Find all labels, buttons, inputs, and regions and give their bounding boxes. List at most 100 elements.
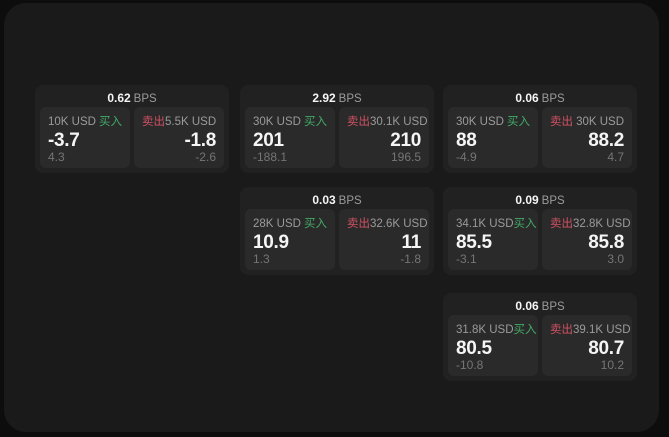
sell-price: 88.2 bbox=[588, 129, 624, 151]
sell-side-label: 卖出 bbox=[550, 116, 573, 128]
quote-cells: 34.1K USD 买入 85.5 -3.1 卖出 32.8K USD 85.8… bbox=[448, 209, 632, 270]
bps-value: 0.03 bbox=[312, 193, 336, 207]
buy-delta: 4.3 bbox=[48, 150, 65, 164]
buy-side-label: 买入 bbox=[513, 324, 537, 336]
buy-side-label: 买入 bbox=[304, 218, 327, 230]
bps-unit-label: BPS bbox=[541, 301, 565, 313]
buy-delta: -10.8 bbox=[456, 358, 484, 372]
quote-cells: 31.8K USD 买入 80.5 -10.8 卖出 39.1K USD 80.… bbox=[448, 315, 632, 376]
sell-cell-top: 卖出 30.1K USD bbox=[347, 113, 428, 129]
bps-value: 0.06 bbox=[515, 299, 539, 313]
bps-value: 0.09 bbox=[515, 193, 539, 207]
buy-price: 80.5 bbox=[456, 337, 492, 359]
sell-price: 210 bbox=[390, 129, 421, 151]
sell-size-label: 30K USD bbox=[576, 116, 624, 128]
sell-quote-cell[interactable]: 卖出 39.1K USD 80.7 10.2 bbox=[542, 315, 632, 376]
card-header: 0.09 BPS bbox=[448, 190, 632, 209]
buy-delta: 1.3 bbox=[253, 252, 270, 266]
sell-side-label: 卖出 bbox=[550, 218, 573, 230]
buy-quote-cell[interactable]: 10K USD 买入 -3.7 4.3 bbox=[40, 107, 130, 168]
bps-unit-label: BPS bbox=[133, 93, 157, 105]
buy-side-label: 买入 bbox=[304, 116, 327, 128]
buy-side-label: 买入 bbox=[99, 116, 122, 128]
sell-cell-top: 卖出 32.6K USD bbox=[347, 215, 428, 231]
buy-cell-top: 34.1K USD 买入 bbox=[456, 215, 537, 231]
sell-delta: -1.8 bbox=[400, 252, 421, 266]
buy-quote-cell[interactable]: 28K USD 买入 10.9 1.3 bbox=[245, 209, 335, 270]
buy-side-label: 买入 bbox=[507, 116, 530, 128]
buy-size-label: 30K USD bbox=[253, 116, 301, 128]
quote-cells: 30K USD 买入 88 -4.9 卖出 30K USD 88.2 4.7 bbox=[448, 107, 632, 168]
buy-quote-cell[interactable]: 30K USD 买入 88 -4.9 bbox=[448, 107, 538, 168]
bps-unit-label: BPS bbox=[541, 93, 565, 105]
sell-delta: 196.5 bbox=[390, 150, 421, 164]
sell-cell-top: 卖出 32.8K USD bbox=[550, 215, 631, 231]
bps-unit-label: BPS bbox=[541, 195, 565, 207]
buy-side-label: 买入 bbox=[513, 218, 537, 230]
spread-card[interactable]: 0.62 BPS 10K USD 买入 -3.7 4.3 卖出 5.5K USD … bbox=[35, 85, 229, 173]
card-header: 0.03 BPS bbox=[245, 190, 429, 209]
buy-size-label: 31.8K USD bbox=[456, 324, 514, 336]
sell-quote-cell[interactable]: 卖出 30K USD 88.2 4.7 bbox=[542, 107, 632, 168]
spread-card[interactable]: 0.09 BPS 34.1K USD 买入 85.5 -3.1 卖出 32.8K … bbox=[443, 187, 637, 275]
buy-size-label: 10K USD bbox=[48, 116, 96, 128]
bps-value: 2.92 bbox=[312, 91, 336, 105]
sell-size-label: 30.1K USD bbox=[370, 116, 428, 128]
sell-quote-cell[interactable]: 卖出 30.1K USD 210 196.5 bbox=[339, 107, 429, 168]
buy-cell-top: 30K USD 买入 bbox=[253, 113, 327, 129]
sell-cell-top: 卖出 39.1K USD bbox=[550, 321, 631, 337]
buy-size-label: 28K USD bbox=[253, 218, 301, 230]
sell-price: -1.8 bbox=[184, 129, 216, 151]
buy-delta: -4.9 bbox=[456, 150, 477, 164]
spread-card[interactable]: 0.06 BPS 31.8K USD 买入 80.5 -10.8 卖出 39.1K… bbox=[443, 293, 637, 381]
sell-size-label: 32.8K USD bbox=[573, 218, 631, 230]
buy-quote-cell[interactable]: 31.8K USD 买入 80.5 -10.8 bbox=[448, 315, 538, 376]
sell-price: 11 bbox=[401, 231, 422, 253]
sell-side-label: 卖出 bbox=[347, 116, 370, 128]
bps-unit-label: BPS bbox=[338, 93, 362, 105]
quote-cells: 10K USD 买入 -3.7 4.3 卖出 5.5K USD -1.8 -2.… bbox=[40, 107, 224, 168]
sell-size-label: 5.5K USD bbox=[165, 116, 217, 128]
buy-delta: -188.1 bbox=[253, 150, 288, 164]
sell-size-label: 32.6K USD bbox=[370, 218, 428, 230]
buy-delta: -3.1 bbox=[456, 252, 477, 266]
buy-cell-top: 10K USD 买入 bbox=[48, 113, 122, 129]
card-header: 0.06 BPS bbox=[448, 88, 632, 107]
spread-card[interactable]: 0.03 BPS 28K USD 买入 10.9 1.3 卖出 32.6K USD… bbox=[240, 187, 434, 275]
sell-price: 85.8 bbox=[588, 231, 624, 253]
buy-size-label: 34.1K USD bbox=[456, 218, 514, 230]
sell-cell-top: 卖出 5.5K USD bbox=[142, 113, 216, 129]
buy-cell-top: 31.8K USD 买入 bbox=[456, 321, 537, 337]
sell-quote-cell[interactable]: 卖出 32.8K USD 85.8 3.0 bbox=[542, 209, 632, 270]
bps-value: 0.62 bbox=[107, 91, 131, 105]
buy-quote-cell[interactable]: 34.1K USD 买入 85.5 -3.1 bbox=[448, 209, 538, 270]
buy-price: 88 bbox=[456, 129, 477, 151]
bps-value: 0.06 bbox=[515, 91, 539, 105]
sell-quote-cell[interactable]: 卖出 5.5K USD -1.8 -2.6 bbox=[134, 107, 224, 168]
sell-delta: 10.2 bbox=[600, 358, 624, 372]
card-header: 0.62 BPS bbox=[40, 88, 224, 107]
quote-cells: 28K USD 买入 10.9 1.3 卖出 32.6K USD 11 -1.8 bbox=[245, 209, 429, 270]
sell-price: 80.7 bbox=[588, 337, 624, 359]
buy-price: -3.7 bbox=[48, 129, 80, 151]
sell-quote-cell[interactable]: 卖出 32.6K USD 11 -1.8 bbox=[339, 209, 429, 270]
buy-size-label: 30K USD bbox=[456, 116, 504, 128]
quote-cells: 30K USD 买入 201 -188.1 卖出 30.1K USD 210 1… bbox=[245, 107, 429, 168]
buy-cell-top: 30K USD 买入 bbox=[456, 113, 530, 129]
sell-delta: 3.0 bbox=[607, 252, 624, 266]
buy-price: 85.5 bbox=[456, 231, 492, 253]
sell-size-label: 39.1K USD bbox=[573, 324, 631, 336]
spread-card[interactable]: 2.92 BPS 30K USD 买入 201 -188.1 卖出 30.1K U… bbox=[240, 85, 434, 173]
bps-unit-label: BPS bbox=[338, 195, 362, 207]
sell-side-label: 卖出 bbox=[142, 116, 165, 128]
spread-card[interactable]: 0.06 BPS 30K USD 买入 88 -4.9 卖出 30K USD 88… bbox=[443, 85, 637, 173]
buy-price: 201 bbox=[253, 129, 284, 151]
buy-quote-cell[interactable]: 30K USD 买入 201 -188.1 bbox=[245, 107, 335, 168]
buy-price: 10.9 bbox=[253, 231, 289, 253]
sell-cell-top: 卖出 30K USD bbox=[550, 113, 624, 129]
buy-cell-top: 28K USD 买入 bbox=[253, 215, 327, 231]
sell-side-label: 卖出 bbox=[347, 218, 370, 230]
card-header: 0.06 BPS bbox=[448, 296, 632, 315]
